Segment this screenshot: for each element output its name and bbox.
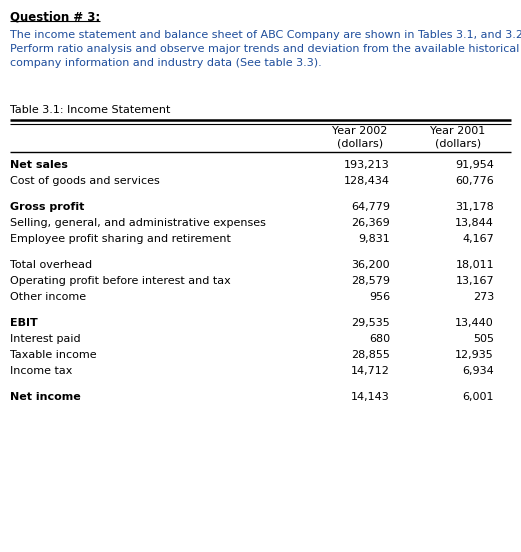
Text: Taxable income: Taxable income [10,350,96,360]
Text: 505: 505 [473,334,494,344]
Text: 273: 273 [473,292,494,302]
Text: Income tax: Income tax [10,366,72,376]
Text: 60,776: 60,776 [455,176,494,186]
Text: Year 2002
(dollars): Year 2002 (dollars) [332,126,388,148]
Text: Year 2001
(dollars): Year 2001 (dollars) [430,126,486,148]
Text: 13,440: 13,440 [455,318,494,328]
Text: 4,167: 4,167 [462,234,494,244]
Text: EBIT: EBIT [10,318,38,328]
Text: The income statement and balance sheet of ABC Company are shown in Tables 3.1, a: The income statement and balance sheet o… [10,30,521,40]
Text: Other income: Other income [10,292,86,302]
Text: Selling, general, and administrative expenses: Selling, general, and administrative exp… [10,218,266,228]
Text: 14,712: 14,712 [351,366,390,376]
Text: 956: 956 [369,292,390,302]
Text: Table 3.1: Income Statement: Table 3.1: Income Statement [10,105,170,115]
Text: 6,001: 6,001 [463,392,494,402]
Text: 29,535: 29,535 [351,318,390,328]
Text: 31,178: 31,178 [455,202,494,212]
Text: 680: 680 [369,334,390,344]
Text: 64,779: 64,779 [351,202,390,212]
Text: Net income: Net income [10,392,81,402]
Text: Total overhead: Total overhead [10,260,92,270]
Text: 36,200: 36,200 [351,260,390,270]
Text: company information and industry data (See table 3.3).: company information and industry data (S… [10,58,322,68]
Text: Net sales: Net sales [10,160,68,170]
Text: Employee profit sharing and retirement: Employee profit sharing and retirement [10,234,231,244]
Text: Cost of goods and services: Cost of goods and services [10,176,160,186]
Text: 13,167: 13,167 [455,276,494,286]
Text: 128,434: 128,434 [344,176,390,186]
Text: 9,831: 9,831 [358,234,390,244]
Text: Gross profit: Gross profit [10,202,84,212]
Text: Operating profit before interest and tax: Operating profit before interest and tax [10,276,231,286]
Text: 91,954: 91,954 [455,160,494,170]
Text: 28,579: 28,579 [351,276,390,286]
Text: Interest paid: Interest paid [10,334,81,344]
Text: 28,855: 28,855 [351,350,390,360]
Text: 18,011: 18,011 [455,260,494,270]
Text: 6,934: 6,934 [462,366,494,376]
Text: 13,844: 13,844 [455,218,494,228]
Text: 14,143: 14,143 [351,392,390,402]
Text: 26,369: 26,369 [351,218,390,228]
Text: Perform ratio analysis and observe major trends and deviation from the available: Perform ratio analysis and observe major… [10,44,519,54]
Text: 193,213: 193,213 [344,160,390,170]
Text: Question # 3:: Question # 3: [10,10,100,23]
Text: 12,935: 12,935 [455,350,494,360]
